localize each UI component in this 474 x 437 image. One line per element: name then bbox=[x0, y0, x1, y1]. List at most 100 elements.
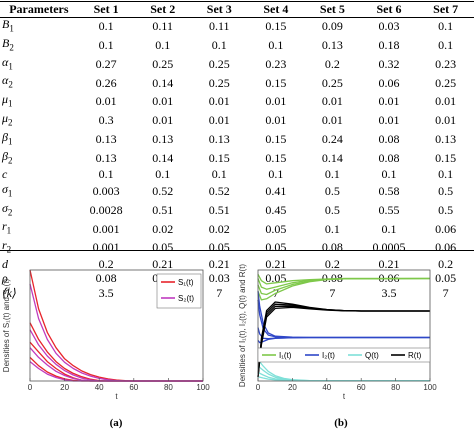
table-cell: 0.25 bbox=[208, 56, 230, 71]
table-cell: 0.02 bbox=[152, 221, 174, 236]
table-cell: 0.01 bbox=[321, 94, 343, 109]
table-cell: 0.01 bbox=[435, 113, 457, 128]
table-cell: 0.13 bbox=[321, 37, 343, 52]
table-cell: 0.01 bbox=[208, 94, 230, 109]
parameter-subscript: 1 bbox=[8, 98, 13, 109]
table-cell: 0.15 bbox=[265, 75, 287, 90]
table-cell: 0.58 bbox=[378, 183, 400, 198]
parameter-name: c bbox=[0, 167, 78, 181]
table-row: c 0.1 0.1 0.1 0.1 0.1 0.1 0.1 bbox=[0, 167, 474, 181]
series-line-2-curve-2 bbox=[29, 329, 203, 382]
table-cell: 0.1 bbox=[98, 167, 114, 182]
table-cell: 0.08 bbox=[378, 150, 400, 165]
parameter-name: B2 bbox=[0, 36, 78, 55]
table-cell: 0.05 bbox=[435, 271, 457, 286]
table-cell: 0.14 bbox=[152, 150, 174, 165]
legend-label-3: Q(t) bbox=[365, 351, 379, 360]
x-tick-label: 40 bbox=[322, 383, 331, 392]
table-cell: 0.0028 bbox=[89, 202, 123, 217]
legend: S₁(t) S₂(t) bbox=[156, 273, 202, 309]
table-cell: 0.5 bbox=[438, 183, 454, 198]
table-cell: 0.01 bbox=[152, 113, 174, 128]
column-header-set-4: Set 4 bbox=[263, 2, 289, 17]
parameter-name: σ2 bbox=[0, 201, 78, 220]
parameter-symbol: ρ bbox=[2, 271, 8, 286]
parameter-name: ρ bbox=[0, 271, 78, 285]
table-cell: 0.15 bbox=[265, 150, 287, 165]
table-cell: 0.08 bbox=[378, 131, 400, 146]
parameter-symbol: α bbox=[2, 73, 9, 88]
table-cell: 0.01 bbox=[152, 94, 174, 109]
series-line-2-curve-4 bbox=[257, 336, 430, 344]
table-cell: 0.1 bbox=[155, 37, 171, 52]
parameter-symbol: r bbox=[2, 219, 7, 234]
parameter-symbol: c bbox=[2, 167, 8, 182]
x-tick-label: 0 bbox=[256, 383, 261, 392]
table-cell: 0.1 bbox=[98, 19, 114, 34]
table-cell: 0.15 bbox=[265, 19, 287, 34]
table-cell: 0.01 bbox=[208, 113, 230, 128]
column-header-set-1: Set 1 bbox=[93, 2, 119, 17]
parameter-name: σ1 bbox=[0, 182, 78, 201]
series-line-4-curve-4 bbox=[257, 306, 430, 377]
parameter-symbol: β bbox=[2, 129, 8, 144]
parameter-symbol: d bbox=[2, 256, 8, 271]
table-cell: 0.1 bbox=[438, 167, 454, 182]
table-cell: 7 bbox=[216, 285, 223, 300]
table-cell: 0.05 bbox=[152, 240, 174, 255]
table-cell: 0.05 bbox=[265, 221, 287, 236]
table-cell: 0.23 bbox=[435, 56, 457, 71]
table-row: μ2 0.3 0.01 0.01 0.01 0.01 0.01 0.01 bbox=[0, 111, 474, 130]
table-cell: 0.0005 bbox=[372, 240, 406, 255]
column-header-set-5: Set 5 bbox=[319, 2, 345, 17]
table-cell: 0.5 bbox=[324, 183, 340, 198]
parameter-symbol: β bbox=[2, 148, 8, 163]
table-cell: 0.2 bbox=[324, 256, 340, 271]
table-cell: 0.23 bbox=[265, 56, 287, 71]
table-cell: 0.01 bbox=[378, 113, 400, 128]
table-cell: 0.27 bbox=[95, 56, 117, 71]
table-cell: 0.001 bbox=[92, 221, 120, 236]
parameter-subscript: 1 bbox=[7, 188, 13, 199]
table-cell: 0.01 bbox=[435, 94, 457, 109]
table-cell: 0.08 bbox=[95, 271, 117, 286]
table-cell: 0.03 bbox=[208, 271, 230, 286]
plot-frame bbox=[29, 269, 204, 382]
table-top-rule bbox=[0, 1, 474, 2]
table-cell: 0.02 bbox=[208, 221, 230, 236]
table-cell: 0.06 bbox=[435, 240, 457, 255]
table-header-rule bbox=[0, 17, 474, 18]
y-axis-label: Densities of S₁(t) and S₂(t) bbox=[2, 278, 11, 372]
x-axis-label: t bbox=[343, 392, 346, 401]
parameter-subscript: 1 bbox=[6, 225, 12, 236]
table-cell: 0.06 bbox=[435, 221, 457, 236]
series-line-4-curve-2 bbox=[257, 303, 430, 377]
panel-a-caption: (a) bbox=[109, 417, 123, 429]
column-header-set-6: Set 6 bbox=[376, 2, 402, 17]
table-row: σ1 0.003 0.52 0.52 0.41 0.5 0.58 0.5 bbox=[0, 182, 474, 201]
table-cell: 7 bbox=[329, 285, 336, 300]
table-cell: 0.25 bbox=[152, 56, 174, 71]
table-cell: 0.45 bbox=[265, 202, 287, 217]
table-cell: 0.14 bbox=[152, 75, 174, 90]
table-cell: 0.1 bbox=[324, 167, 340, 182]
table-cell: 0.21 bbox=[208, 256, 230, 271]
table-cell: 0.1 bbox=[211, 167, 227, 182]
table-row: β1 0.13 0.13 0.13 0.15 0.24 0.08 0.13 bbox=[0, 130, 474, 149]
table-cell: 0.2 bbox=[98, 256, 114, 271]
table-cell: 0.5 bbox=[438, 202, 454, 217]
table-cell: 3.5 bbox=[98, 285, 114, 300]
parameter-name: r2 bbox=[0, 238, 78, 257]
legend-label-2: I₂(t) bbox=[322, 351, 335, 360]
y-axis-label: Densities of I₁(t), I₂(t), Q(t) and R(t) bbox=[238, 264, 247, 387]
parameter-name: α2 bbox=[0, 73, 78, 92]
x-tick-label: 60 bbox=[129, 383, 138, 392]
table-cell: 0.2 bbox=[324, 56, 340, 71]
x-tick-label: 100 bbox=[423, 383, 437, 392]
table-cell: 0.1 bbox=[155, 167, 171, 182]
table-row: B2 0.1 0.1 0.1 0.1 0.13 0.18 0.1 bbox=[0, 36, 474, 55]
legend-box bbox=[156, 273, 202, 309]
parameter-symbol: σ bbox=[2, 181, 8, 196]
table-cell: 0.003 bbox=[92, 183, 120, 198]
series-line-2-curve-2 bbox=[257, 299, 430, 339]
